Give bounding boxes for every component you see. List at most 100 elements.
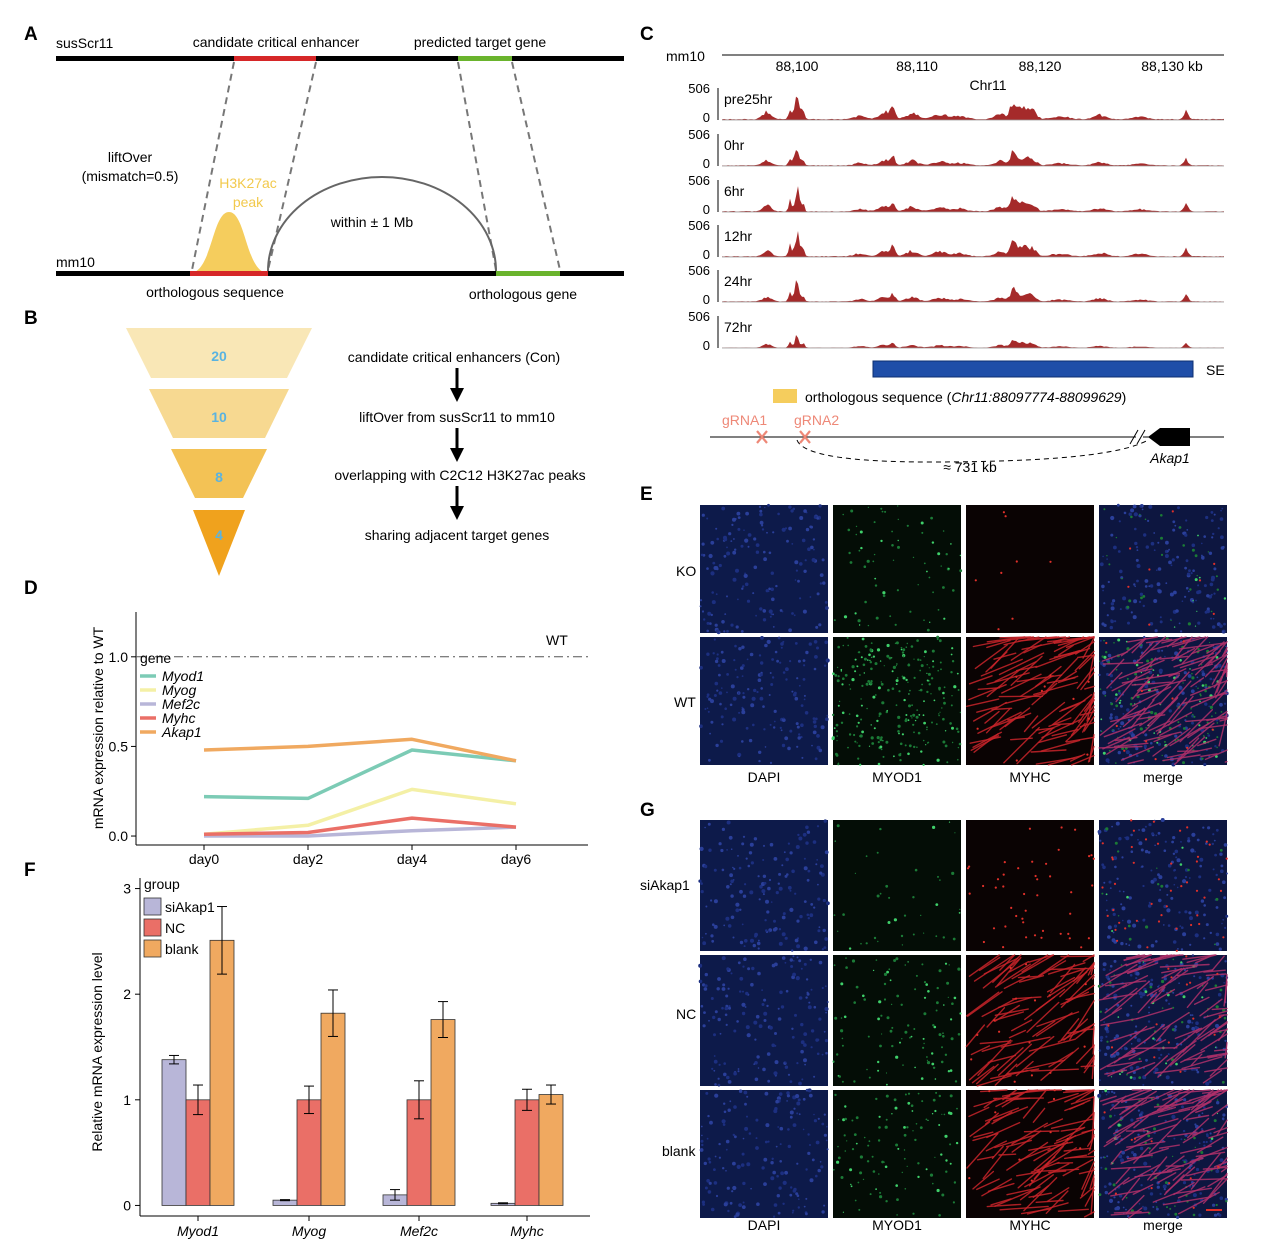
funnel-value-4: 4 bbox=[215, 527, 223, 543]
myhc-fiber bbox=[1162, 1089, 1191, 1101]
myod1-signal bbox=[858, 744, 861, 748]
myhc-fiber bbox=[1163, 1174, 1185, 1196]
myhc-fiber bbox=[1198, 724, 1228, 730]
myod1-signal bbox=[957, 746, 960, 749]
myhc-fiber bbox=[1047, 1092, 1079, 1104]
myod1-signal bbox=[938, 639, 942, 643]
myhc-fiber bbox=[994, 963, 1031, 988]
myod1-signal bbox=[1207, 732, 1209, 735]
myod1-signal bbox=[1190, 707, 1192, 710]
dapi-nucleus bbox=[758, 759, 761, 763]
dapi-nucleus bbox=[738, 1089, 743, 1093]
myhc-fiber bbox=[1134, 636, 1167, 665]
myhc-fiber bbox=[1124, 1137, 1153, 1152]
myhc-fiber bbox=[1125, 957, 1151, 966]
dapi-nucleus bbox=[778, 1186, 782, 1190]
myhc-signal bbox=[1048, 994, 1051, 997]
myhc-fiber bbox=[1080, 1166, 1095, 1197]
myhc-signal bbox=[1198, 922, 1201, 926]
myhc-fiber bbox=[1098, 992, 1138, 1001]
myhc-fiber bbox=[971, 1065, 995, 1084]
dapi-nucleus bbox=[781, 864, 784, 867]
dapi-nucleus bbox=[1142, 1205, 1144, 1208]
dapi-nucleus bbox=[803, 694, 806, 697]
dapi-nucleus bbox=[1180, 841, 1182, 843]
myhc-fiber bbox=[1103, 1135, 1121, 1148]
dapi-nucleus bbox=[824, 1006, 829, 1012]
dapi-nucleus bbox=[1203, 913, 1206, 917]
dapi-nucleus bbox=[765, 929, 768, 932]
dapi-nucleus bbox=[1193, 975, 1196, 978]
myod1-signal bbox=[844, 1117, 847, 1121]
dapi-nucleus bbox=[750, 938, 754, 943]
dapi-nucleus bbox=[816, 859, 819, 861]
dapi-nucleus bbox=[1225, 914, 1229, 918]
myod1-signal bbox=[1127, 924, 1131, 928]
myod1-signal bbox=[897, 1147, 900, 1150]
myod1-signal bbox=[913, 1028, 916, 1030]
myhc-fiber bbox=[1016, 1171, 1041, 1177]
myhc-fiber bbox=[1012, 996, 1042, 1000]
myod1-signal bbox=[842, 913, 845, 916]
myod1-signal bbox=[1164, 1181, 1168, 1184]
myod1-signal bbox=[953, 996, 957, 1000]
d-x-tick-label: day2 bbox=[293, 851, 324, 867]
myod1-signal bbox=[950, 653, 953, 656]
myod1-signal bbox=[833, 964, 836, 967]
myod1-signal bbox=[897, 505, 899, 507]
myhc-fiber bbox=[968, 954, 1000, 977]
myhc-fiber bbox=[998, 1153, 1017, 1156]
dapi-nucleus bbox=[741, 1152, 745, 1156]
myhc-fiber bbox=[1122, 1164, 1161, 1185]
myod1-signal bbox=[1198, 576, 1201, 579]
myhc-fiber bbox=[1000, 1036, 1051, 1048]
myhc-fiber bbox=[1166, 1089, 1184, 1096]
myod1-signal bbox=[932, 591, 934, 594]
myod1-signal bbox=[929, 1173, 934, 1177]
dapi-nucleus bbox=[824, 601, 828, 604]
dapi-nucleus bbox=[778, 941, 783, 946]
dapi-nucleus bbox=[799, 562, 803, 566]
myod1-signal bbox=[893, 959, 897, 962]
myod1-signal bbox=[910, 645, 914, 648]
myhc-fiber bbox=[1121, 1177, 1141, 1201]
myod1-signal bbox=[904, 744, 907, 747]
dapi-nucleus bbox=[755, 550, 760, 554]
dapi-nucleus bbox=[721, 1006, 724, 1010]
dapi-nucleus bbox=[1154, 1067, 1159, 1072]
dapi-nucleus bbox=[733, 1105, 737, 1109]
signal-track-4 bbox=[722, 280, 1224, 302]
dapi-nucleus bbox=[1209, 931, 1213, 935]
dapi-nucleus bbox=[732, 1133, 735, 1137]
myod1-signal bbox=[842, 513, 844, 516]
myod1-signal bbox=[1171, 1028, 1175, 1031]
myod1-signal bbox=[940, 1060, 944, 1064]
myhc-fiber bbox=[1191, 663, 1214, 671]
myhc-signal bbox=[1133, 1137, 1136, 1140]
myod1-signal bbox=[911, 704, 913, 707]
dapi-nucleus bbox=[804, 559, 807, 562]
dapi-nucleus bbox=[778, 928, 782, 931]
dapi-nucleus bbox=[789, 660, 792, 663]
dapi-nucleus bbox=[742, 965, 745, 968]
myod1-signal bbox=[944, 1134, 948, 1138]
myod1-signal bbox=[835, 754, 839, 757]
myod1-signal bbox=[880, 1014, 883, 1017]
dapi-nucleus bbox=[795, 569, 799, 572]
dapi-nucleus bbox=[1122, 919, 1124, 922]
dapi-nucleus bbox=[1196, 676, 1199, 679]
dapi-nucleus bbox=[1117, 750, 1122, 755]
myod1-signal bbox=[927, 1119, 929, 1121]
dapi-nucleus bbox=[728, 1006, 731, 1010]
myod1-signal bbox=[901, 1038, 903, 1040]
myod1-signal bbox=[860, 546, 863, 550]
myod1-signal bbox=[1108, 749, 1111, 752]
myod1-signal bbox=[891, 544, 894, 547]
dapi-nucleus bbox=[709, 1120, 713, 1125]
coord-tick-4: 88,130 kb bbox=[1141, 58, 1203, 74]
myhc-fiber bbox=[969, 736, 1002, 744]
dapi-nucleus bbox=[1113, 856, 1118, 861]
dapi-nucleus bbox=[737, 527, 741, 531]
myod1-signal bbox=[1157, 883, 1160, 886]
dapi-nucleus bbox=[1133, 512, 1138, 517]
